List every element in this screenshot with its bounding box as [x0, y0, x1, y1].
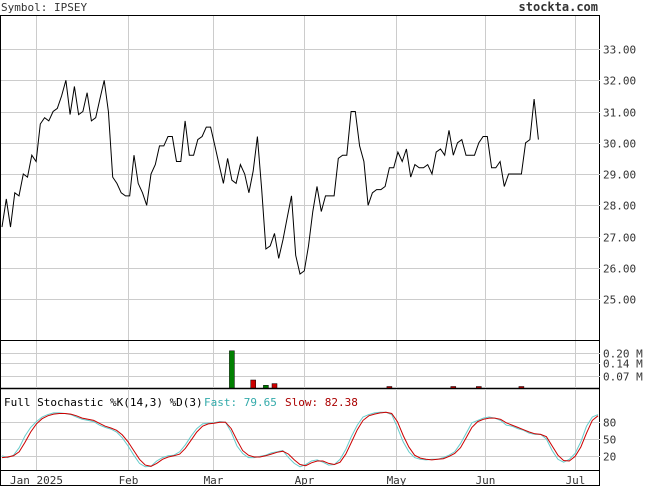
stochastic-panel: [1, 411, 599, 468]
stochastic-tick-label: 80: [603, 417, 616, 430]
volume-bar: [386, 386, 393, 389]
month-label: Jan 2025: [10, 474, 63, 486]
month-label: Mar: [204, 474, 224, 486]
price-tick-label: 28.00: [603, 200, 636, 213]
volume-bar: [476, 386, 482, 389]
stochastic-fast-line: [1, 411, 599, 468]
volume-bar: [450, 386, 457, 389]
chart-frame: [0, 15, 600, 486]
price-tick-label: 32.00: [603, 75, 636, 88]
month-label: Apr: [295, 474, 315, 486]
price-tick-label: 31.00: [603, 107, 636, 120]
stochastic-tick-label: 50: [603, 434, 616, 447]
price-line: [1, 80, 539, 275]
volume-bar: [271, 383, 278, 389]
price-tick-label: 26.00: [603, 263, 636, 276]
axis-labels: Jan 2025 Feb Mar Apr May Jun Jul 25.00 26.00 27.0…: [10, 44, 643, 486]
volume-tick-label: 0.20 M: [603, 348, 643, 361]
month-label: Jun: [476, 474, 496, 486]
stochastic-title: Full Stochastic %K(14,3) %D(3): [4, 396, 203, 409]
price-tick-label: 27.00: [603, 232, 636, 245]
volume-tick-label: 0.14 M: [603, 358, 643, 371]
month-label: May: [387, 474, 407, 486]
volume-bar: [229, 350, 235, 389]
stochastic-slow-label: Slow: 82.38: [285, 396, 358, 409]
volume-bar: [263, 385, 269, 389]
site-watermark[interactable]: stockta.com: [519, 0, 598, 14]
stochastic-tick-label: 20: [603, 451, 616, 464]
chart-grid: [1, 16, 600, 470]
price-tick-label: 25.00: [603, 294, 636, 307]
price-tick-label: 33.00: [603, 44, 636, 57]
volume-panel: [229, 350, 525, 389]
volume-bar: [518, 386, 525, 389]
symbol-label: Symbol: IPSEY: [1, 1, 87, 14]
stochastic-fast-label: Fast: 79.65: [204, 396, 277, 409]
price-tick-label: 29.00: [603, 169, 636, 182]
price-panel: [1, 80, 539, 275]
month-label: Feb: [119, 474, 139, 486]
volume-bar: [250, 379, 256, 389]
month-label: Jul: [566, 474, 586, 486]
volume-tick-label: 0.07 M: [603, 371, 643, 384]
price-tick-label: 30.00: [603, 138, 636, 151]
stochastic-slow-line: [1, 411, 599, 467]
